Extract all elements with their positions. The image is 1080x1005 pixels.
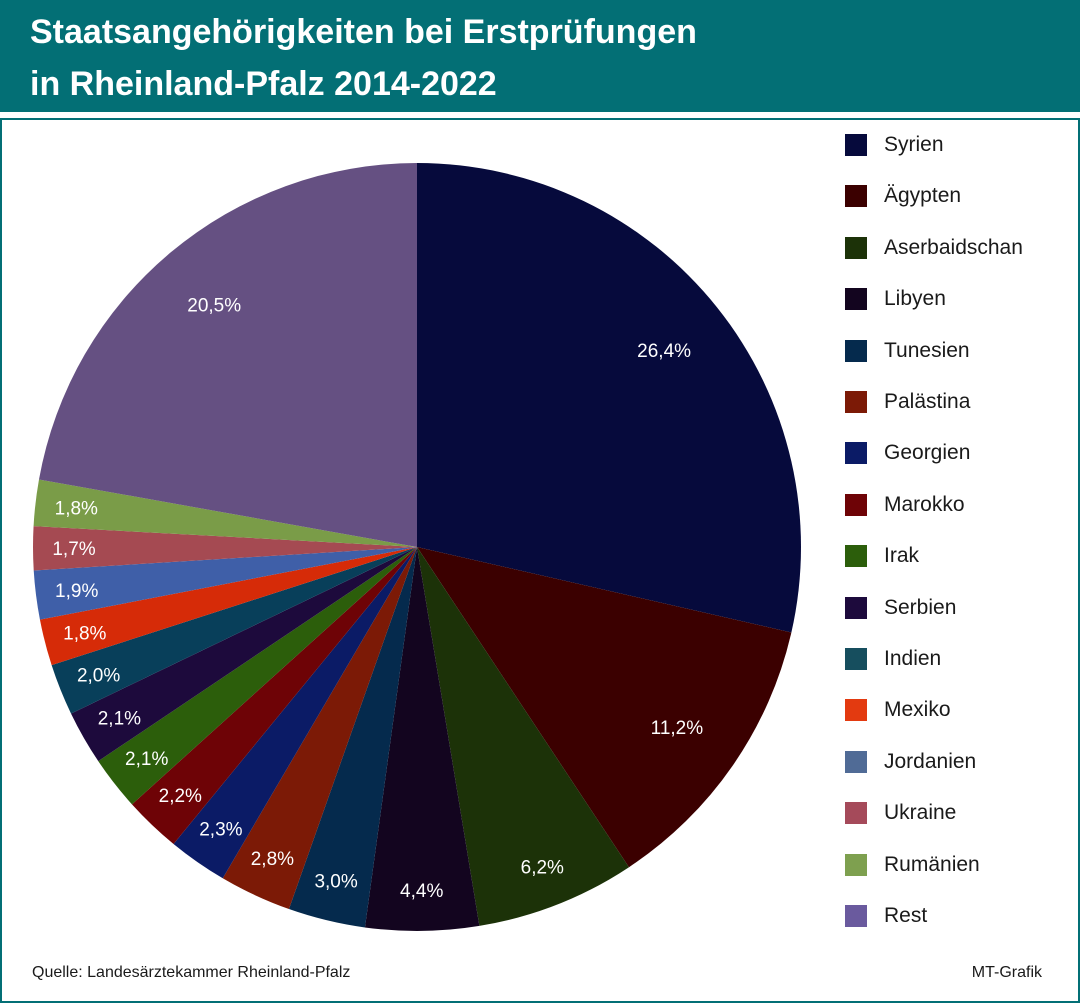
legend-swatch — [845, 853, 867, 876]
legend-swatch — [845, 134, 867, 156]
legend-item-aserbaidschan: Aserbaidschan — [845, 233, 1023, 263]
legend-label: Ägypten — [884, 184, 962, 208]
legend-item-palaestina: Palästina — [845, 387, 970, 417]
legend-swatch — [845, 545, 867, 568]
legend-label: Mexiko — [884, 698, 951, 722]
chart-title: Staatsangehörigkeiten bei Erstprüfungen … — [30, 6, 697, 110]
slice-label-rumaenien: 1,8% — [55, 498, 98, 519]
legend-swatch — [845, 442, 867, 465]
legend-label: Irak — [884, 544, 920, 568]
legend-label: Rumänien — [884, 852, 980, 876]
legend-label: Aserbaidschan — [884, 235, 1023, 259]
pie-slice-serbien — [71, 547, 417, 762]
slice-label-ukraine: 1,7% — [52, 539, 95, 560]
legend-swatch — [845, 339, 867, 362]
legend-label: Jordanien — [884, 749, 977, 773]
slice-label-syrien: 26,4% — [637, 341, 691, 362]
pie-slice-jordanien — [33, 547, 417, 620]
legend-label: Rest — [884, 904, 928, 927]
legend-item-mexiko: Mexiko — [845, 695, 951, 725]
legend-item-indien: Indien — [845, 644, 941, 674]
chart-title-line-1: Staatsangehörigkeiten bei Erstprüfungen — [30, 13, 697, 51]
pie-slice-palaestina — [222, 547, 417, 910]
legend-item-rumaenien: Rumänien — [845, 850, 980, 880]
pie-slice-georgien — [173, 547, 417, 879]
legend-item-georgien: Georgien — [845, 438, 970, 468]
legend-label: Libyen — [884, 287, 946, 311]
legend-swatch — [845, 750, 867, 773]
legend-swatch — [845, 236, 867, 259]
legend-swatch — [845, 699, 867, 722]
legend-swatch — [845, 905, 867, 927]
legend-item-marokko: Marokko — [845, 490, 965, 520]
pie-slice-rest — [38, 163, 418, 547]
legend-label: Georgien — [884, 441, 971, 465]
legend-label: Serbien — [884, 595, 957, 619]
slice-label-indien: 2,0% — [77, 666, 120, 687]
legend-item-ukraine: Ukraine — [845, 798, 956, 828]
slice-label-palaestina: 2,8% — [251, 849, 294, 870]
slice-label-rest: 20,5% — [187, 296, 241, 317]
legend-label: Marokko — [884, 492, 965, 516]
legend-item-rest: Rest — [845, 901, 927, 931]
chart-header: Staatsangehörigkeiten bei Erstprüfungen … — [0, 0, 1080, 112]
legend-label: Ukraine — [884, 801, 957, 825]
legend-item-serbien: Serbien — [845, 593, 956, 623]
slice-label-irak: 2,1% — [125, 749, 168, 770]
legend-swatch — [845, 391, 867, 413]
legend-swatch — [845, 493, 867, 516]
legend-label: Indien — [884, 647, 942, 670]
source-note: Quelle: Landesärztekammer Rheinland-Pfal… — [32, 964, 351, 981]
slice-label-mexiko: 1,8% — [63, 623, 106, 644]
slice-label-marokko: 2,2% — [159, 786, 202, 807]
legend-swatch — [845, 185, 867, 208]
legend-item-syrien: Syrien — [845, 130, 944, 160]
pie-slice-libyen — [364, 547, 480, 931]
slice-label-tunesien: 3,0% — [314, 871, 357, 892]
legend-item-aegypten: Ägypten — [845, 181, 961, 211]
legend-swatch — [845, 802, 867, 825]
slice-label-jordanien: 1,9% — [55, 581, 98, 602]
pie-slice-marokko — [131, 547, 418, 844]
legend-item-tunesien: Tunesien — [845, 336, 970, 366]
graphic-credit: MT-Grafik — [971, 964, 1042, 981]
pie-slice-irak — [98, 547, 417, 805]
pie-slice-aegypten — [417, 547, 792, 868]
legend-item-irak: Irak — [845, 541, 919, 571]
pie-slice-indien — [51, 547, 417, 714]
legend-swatch — [845, 648, 867, 670]
legend-swatch — [845, 288, 867, 311]
slice-label-georgien: 2,3% — [199, 819, 242, 840]
legend-label: Tunesien — [884, 338, 970, 362]
pie-slice-rumaenien — [33, 479, 417, 547]
legend-item-libyen: Libyen — [845, 284, 946, 314]
slice-label-aserbaidschan: 6,2% — [521, 857, 564, 878]
chart-title-line-2: in Rheinland-Pfalz 2014-2022 — [30, 65, 497, 103]
legend-label: Palästina — [884, 390, 971, 413]
pie-slice-tunesien — [288, 547, 417, 928]
legend-label: Syrien — [884, 133, 944, 156]
pie-slice-ukraine — [33, 526, 418, 571]
pie-slice-syrien — [417, 163, 801, 633]
pie-slice-aserbaidschan — [417, 547, 629, 926]
legend-swatch — [845, 596, 867, 619]
slice-label-serbien: 2,1% — [98, 709, 141, 730]
legend-item-jordanien: Jordanien — [845, 747, 976, 777]
pie-slice-mexiko — [39, 547, 417, 666]
slice-label-aegypten: 11,2% — [651, 718, 704, 739]
slice-label-libyen: 4,4% — [400, 881, 443, 902]
